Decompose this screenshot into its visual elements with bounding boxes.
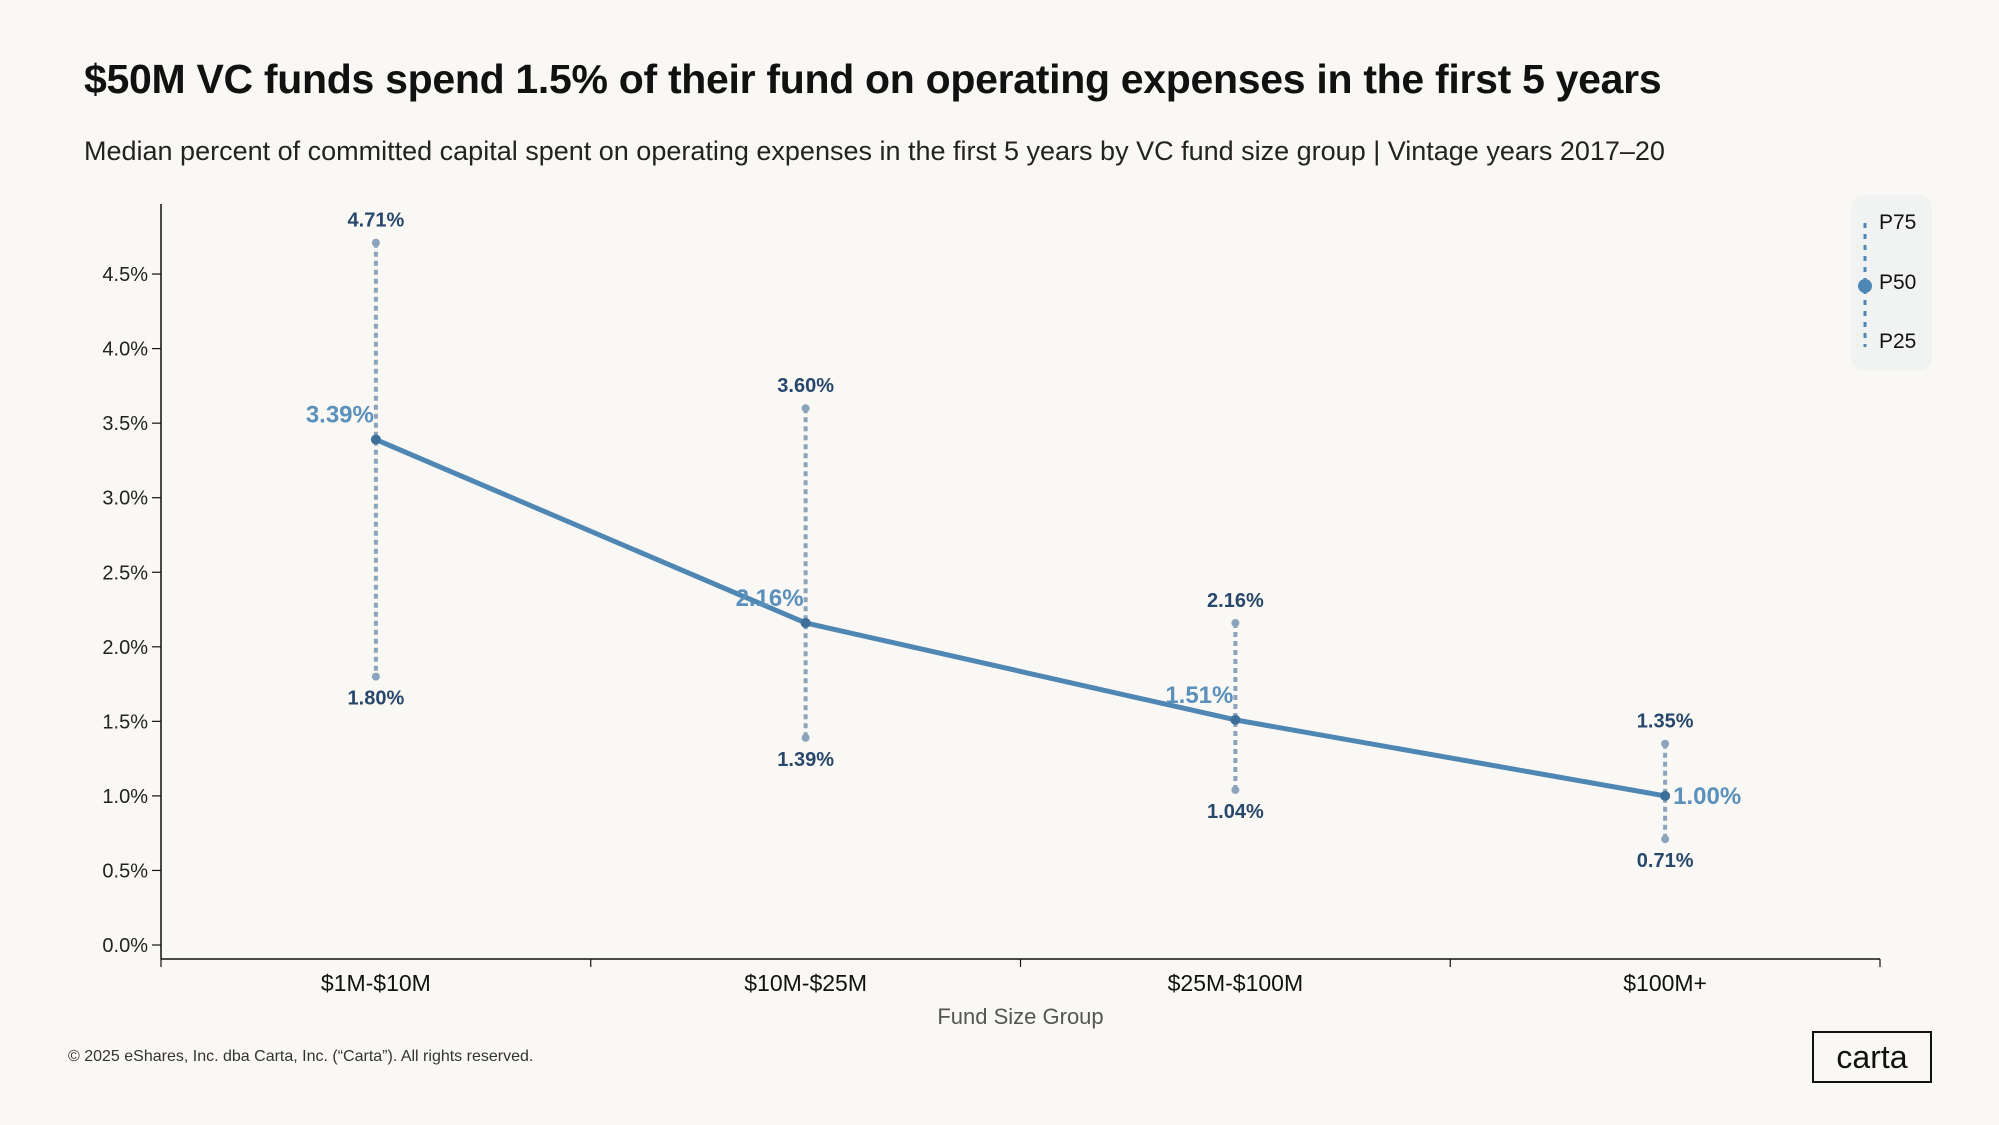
p25-point bbox=[1661, 835, 1670, 844]
p50-point bbox=[1230, 714, 1241, 725]
p50-point bbox=[370, 434, 381, 445]
legend-marker-icon bbox=[1858, 223, 1872, 347]
p25-label: 1.80% bbox=[348, 688, 405, 710]
y-tick-label: 4.0% bbox=[102, 339, 148, 361]
chart-title: $50M VC funds spend 1.5% of their fund o… bbox=[84, 56, 1662, 102]
legend-p25: P25 bbox=[1879, 330, 1917, 353]
y-tick-label: 2.5% bbox=[102, 562, 148, 584]
p75-label: 1.35% bbox=[1637, 711, 1694, 733]
y-tick-label: 0.0% bbox=[102, 935, 148, 957]
y-tick-label: 4.5% bbox=[102, 264, 148, 286]
y-tick-label: 1.5% bbox=[102, 711, 148, 733]
p50-point bbox=[1660, 790, 1671, 801]
p75-point bbox=[1231, 618, 1240, 627]
x-tick-label: $25M-$100M bbox=[1168, 970, 1304, 996]
x-axis-title: Fund Size Group bbox=[937, 1004, 1103, 1029]
carta-logo: carta bbox=[1812, 1031, 1932, 1083]
median-line bbox=[374, 437, 1666, 799]
p50-label: 1.51% bbox=[1165, 682, 1233, 709]
p75-label: 2.16% bbox=[1207, 590, 1264, 612]
legend: P75 P50 P25 bbox=[1851, 195, 1932, 370]
p50-label: 3.39% bbox=[306, 402, 374, 429]
y-tick-label: 2.0% bbox=[102, 637, 148, 659]
p75-point bbox=[1661, 739, 1670, 748]
p50-label: 2.16% bbox=[736, 585, 804, 612]
x-tick-label: $10M-$25M bbox=[744, 970, 867, 996]
p75-point bbox=[371, 238, 380, 247]
x-tick-label: $1M-$10M bbox=[321, 970, 431, 996]
p25-point bbox=[1231, 785, 1240, 794]
p50-point bbox=[800, 617, 811, 628]
legend-p50: P50 bbox=[1879, 271, 1917, 294]
legend-p75: P75 bbox=[1879, 211, 1917, 234]
x-tick-label: $100M+ bbox=[1623, 970, 1707, 996]
p25-label: 1.04% bbox=[1207, 801, 1264, 823]
p25-label: 0.71% bbox=[1637, 850, 1694, 872]
y-tick-label: 3.5% bbox=[102, 413, 148, 435]
p25-point bbox=[801, 733, 810, 742]
p50-label: 1.00% bbox=[1673, 783, 1741, 810]
y-tick-label: 1.0% bbox=[102, 786, 148, 808]
chart-subtitle: Median percent of committed capital spen… bbox=[84, 136, 1665, 166]
p75-point bbox=[801, 404, 810, 413]
p25-label: 1.39% bbox=[777, 749, 834, 771]
p75-label: 4.71% bbox=[348, 210, 405, 232]
y-tick-label: 0.5% bbox=[102, 860, 148, 882]
p25-point bbox=[371, 672, 380, 681]
y-tick-label: 3.0% bbox=[102, 488, 148, 510]
p75-label: 3.60% bbox=[777, 375, 834, 397]
copyright-footer: © 2025 eShares, Inc. dba Carta, Inc. (“C… bbox=[68, 1048, 534, 1065]
